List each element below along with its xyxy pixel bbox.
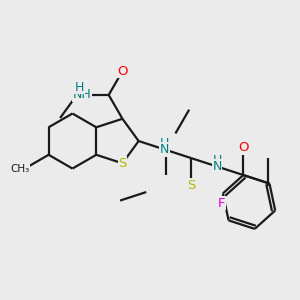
Text: S: S [118, 157, 127, 170]
Text: H: H [160, 137, 170, 150]
Text: N: N [212, 160, 222, 173]
Text: H: H [75, 81, 85, 94]
Text: O: O [238, 141, 249, 154]
Text: F: F [218, 196, 225, 210]
Text: N: N [160, 143, 170, 156]
Text: CH₃: CH₃ [10, 164, 29, 174]
Text: O: O [117, 64, 128, 78]
Text: H: H [212, 154, 222, 167]
Text: S: S [187, 179, 195, 192]
Text: NH: NH [72, 88, 91, 101]
